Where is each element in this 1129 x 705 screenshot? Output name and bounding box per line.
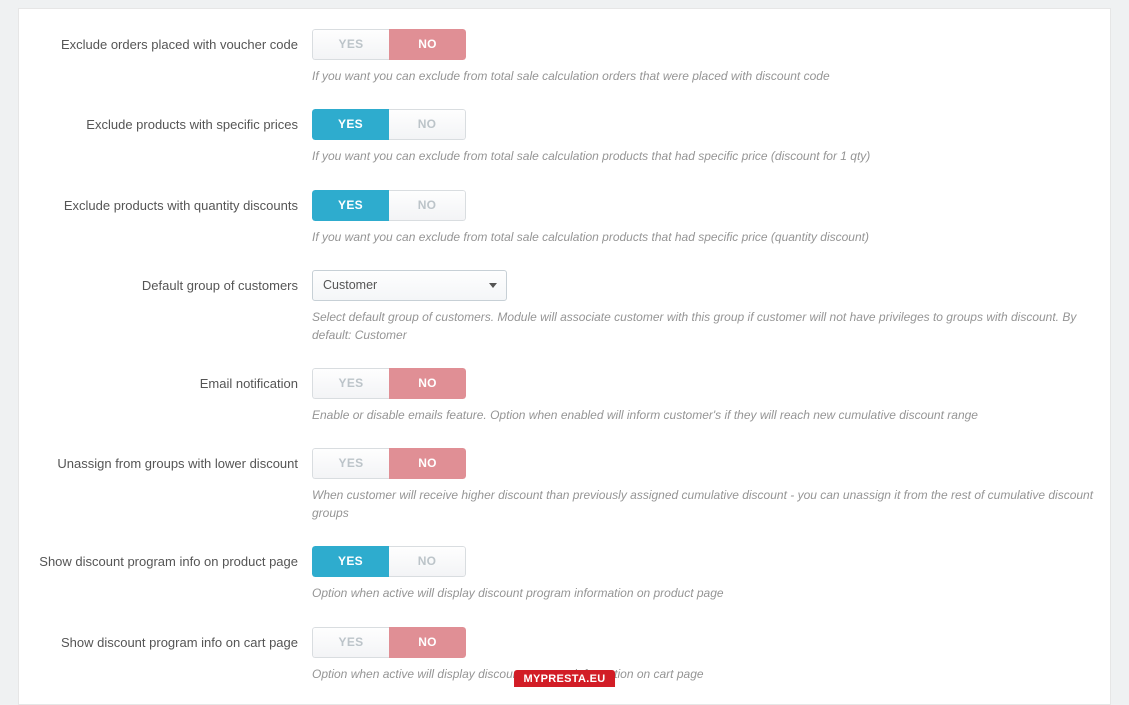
toggle-exclude_qty_discounts[interactable]: YESNO [312, 190, 466, 221]
toggle-exclude_specific_prices[interactable]: YESNO [312, 109, 466, 140]
select-value-default_group: Customer [323, 278, 377, 292]
help-exclude_voucher: If you want you can exclude from total s… [312, 68, 1095, 85]
toggle-no-exclude_specific_prices[interactable]: NO [389, 109, 466, 140]
label-email_notification: Email notification [34, 368, 312, 393]
label-unassign_lower: Unassign from groups with lower discount [34, 448, 312, 473]
toggle-yes-exclude_qty_discounts[interactable]: YES [312, 190, 389, 221]
toggle-exclude_voucher[interactable]: YESNO [312, 29, 466, 60]
control-wrap-show_on_product: YESNO Option when active will display dis… [312, 546, 1095, 602]
settings-panel: Exclude orders placed with voucher codeY… [18, 8, 1111, 705]
form-row-unassign_lower: Unassign from groups with lower discount… [34, 448, 1095, 522]
form-row-exclude_specific_prices: Exclude products with specific pricesYES… [34, 109, 1095, 165]
form-row-exclude_qty_discounts: Exclude products with quantity discounts… [34, 190, 1095, 246]
help-exclude_qty_discounts: If you want you can exclude from total s… [312, 229, 1095, 246]
help-show_on_cart: Option when active will display discount… [312, 666, 1095, 683]
select-default_group[interactable]: Customer [312, 270, 507, 301]
toggle-show_on_product[interactable]: YESNO [312, 546, 466, 577]
help-exclude_specific_prices: If you want you can exclude from total s… [312, 148, 1095, 165]
label-exclude_specific_prices: Exclude products with specific prices [34, 109, 312, 134]
control-wrap-email_notification: YESNO Enable or disable emails feature. O… [312, 368, 1095, 424]
form-row-email_notification: Email notificationYESNO Enable or disable… [34, 368, 1095, 424]
toggle-no-unassign_lower[interactable]: NO [389, 448, 466, 479]
form-row-exclude_voucher: Exclude orders placed with voucher codeY… [34, 29, 1095, 85]
footer-brand-pill[interactable]: MYPRESTA.EU [514, 670, 616, 687]
form-row-default_group: Default group of customers Customer Select… [34, 270, 1095, 344]
toggle-yes-show_on_product[interactable]: YES [312, 546, 389, 577]
form-row-show_on_product: Show discount program info on product pa… [34, 546, 1095, 602]
control-wrap-default_group: Customer Select default group of customer… [312, 270, 1095, 344]
toggle-no-exclude_qty_discounts[interactable]: NO [389, 190, 466, 221]
toggle-unassign_lower[interactable]: YESNO [312, 448, 466, 479]
help-unassign_lower: When customer will receive higher discou… [312, 487, 1095, 522]
toggle-yes-email_notification[interactable]: YES [312, 368, 389, 399]
toggle-yes-exclude_voucher[interactable]: YES [312, 29, 389, 60]
toggle-no-show_on_product[interactable]: NO [389, 546, 466, 577]
chevron-down-icon [489, 283, 497, 288]
toggle-yes-exclude_specific_prices[interactable]: YES [312, 109, 389, 140]
control-wrap-exclude_qty_discounts: YESNO If you want you can exclude from to… [312, 190, 1095, 246]
help-default_group: Select default group of customers. Modul… [312, 309, 1095, 344]
control-wrap-unassign_lower: YESNO When customer will receive higher d… [312, 448, 1095, 522]
toggle-no-exclude_voucher[interactable]: NO [389, 29, 466, 60]
toggle-email_notification[interactable]: YESNO [312, 368, 466, 399]
label-exclude_qty_discounts: Exclude products with quantity discounts [34, 190, 312, 215]
control-wrap-exclude_voucher: YESNO If you want you can exclude from to… [312, 29, 1095, 85]
control-wrap-exclude_specific_prices: YESNO If you want you can exclude from to… [312, 109, 1095, 165]
toggle-no-email_notification[interactable]: NO [389, 368, 466, 399]
control-wrap-show_on_cart: YESNO Option when active will display dis… [312, 627, 1095, 683]
help-email_notification: Enable or disable emails feature. Option… [312, 407, 1095, 424]
toggle-yes-unassign_lower[interactable]: YES [312, 448, 389, 479]
help-show_on_product: Option when active will display discount… [312, 585, 1095, 602]
label-show_on_product: Show discount program info on product pa… [34, 546, 312, 571]
label-default_group: Default group of customers [34, 270, 312, 295]
label-show_on_cart: Show discount program info on cart page [34, 627, 312, 652]
toggle-no-show_on_cart[interactable]: NO [389, 627, 466, 658]
toggle-show_on_cart[interactable]: YESNO [312, 627, 466, 658]
label-exclude_voucher: Exclude orders placed with voucher code [34, 29, 312, 54]
toggle-yes-show_on_cart[interactable]: YES [312, 627, 389, 658]
